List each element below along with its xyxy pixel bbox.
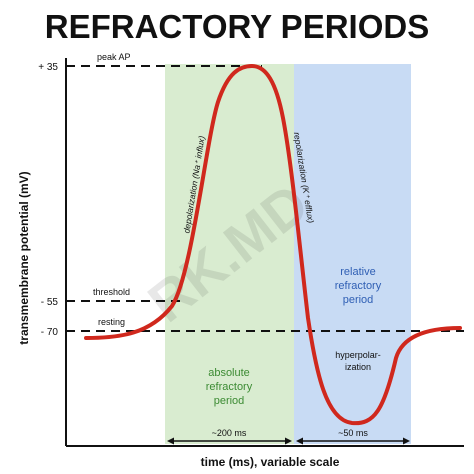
relative-period-line3: period — [343, 294, 374, 306]
relative-period-line2: refractory — [335, 280, 382, 292]
y-tick-label-threshold: - 55 — [41, 297, 59, 308]
resting-label: resting — [98, 317, 125, 327]
peak-label: peak AP — [97, 52, 131, 62]
absolute-period-line1: absolute — [208, 367, 250, 379]
absolute-period-line3: period — [214, 395, 245, 407]
absolute-period-line2: refractory — [206, 381, 253, 393]
relative-duration-arrow — [296, 437, 410, 445]
relative-period-line1: relative — [340, 266, 375, 278]
y-tick-label-peak: + 35 — [38, 62, 58, 73]
threshold-label: threshold — [93, 287, 130, 297]
y-tick-label-resting: - 70 — [41, 327, 59, 338]
absolute-duration-arrow — [167, 437, 292, 445]
action-potential-curve — [84, 64, 462, 426]
diagram-title: REFRACTORY PERIODS — [45, 8, 429, 45]
relative-refractory-region — [294, 64, 411, 444]
hyperpolarization-label-line2: ization — [345, 362, 371, 372]
relative-duration-label: ~50 ms — [338, 428, 368, 438]
hyperpolarization-label-line1: hyperpolar- — [335, 350, 381, 360]
x-axis-label: time (ms), variable scale — [201, 455, 340, 469]
y-axis-label: transmembrane potential (mV) — [17, 171, 31, 344]
absolute-duration-label: ~200 ms — [212, 428, 247, 438]
absolute-refractory-region — [165, 64, 294, 444]
